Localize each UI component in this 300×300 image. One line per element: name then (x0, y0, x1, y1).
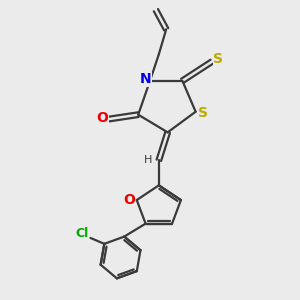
Text: N: N (140, 72, 152, 86)
Text: S: S (198, 106, 208, 120)
Text: O: O (123, 193, 135, 207)
Text: S: S (213, 52, 223, 66)
Text: H: H (144, 155, 153, 165)
Text: O: O (96, 111, 108, 124)
Text: Cl: Cl (76, 227, 89, 240)
